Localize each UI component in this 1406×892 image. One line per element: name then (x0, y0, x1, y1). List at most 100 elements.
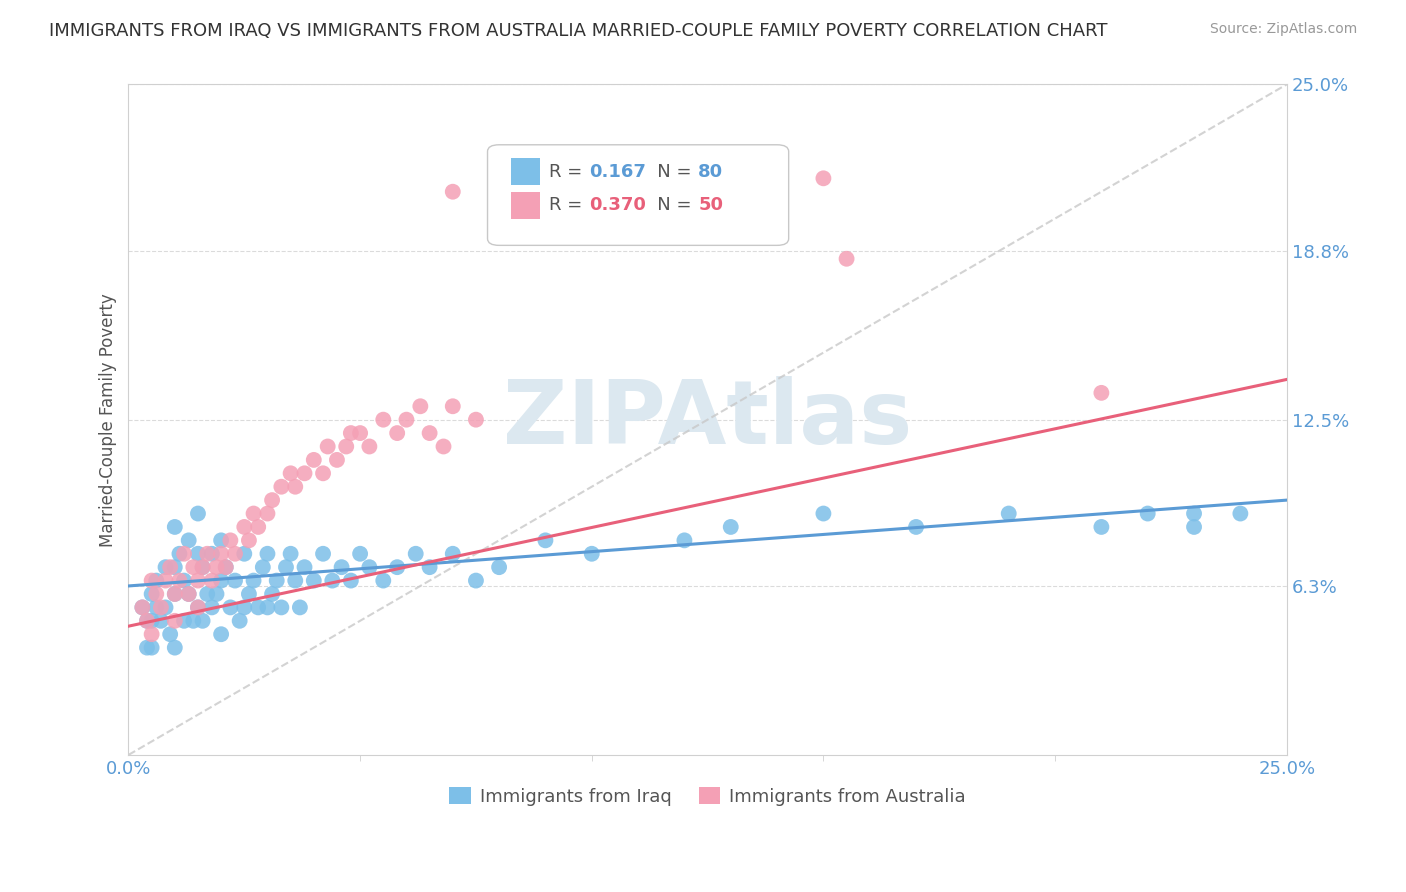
Point (405, 547, 427, 561)
Point (163, 614, 186, 628)
Point (163, 520, 186, 534)
Point (256, 507, 278, 521)
Point (145, 574, 167, 588)
Point (302, 453, 325, 467)
Point (224, 574, 246, 588)
Text: N =: N = (640, 196, 697, 214)
Point (201, 574, 224, 588)
Point (183, 560, 205, 574)
Point (294, 560, 316, 574)
Point (905, 520, 928, 534)
Point (191, 614, 214, 628)
Point (385, 560, 408, 574)
Point (262, 587, 284, 601)
Point (441, 185, 464, 199)
Y-axis label: Married-Couple Family Poverty: Married-Couple Family Poverty (100, 293, 117, 547)
Point (395, 412, 418, 426)
Point (219, 533, 242, 548)
Point (312, 547, 335, 561)
Point (141, 627, 163, 641)
Text: 0.370: 0.370 (589, 196, 647, 214)
Point (835, 252, 858, 266)
Point (385, 426, 408, 441)
Point (173, 614, 195, 628)
Point (169, 574, 191, 588)
Point (488, 560, 510, 574)
Point (233, 547, 256, 561)
Point (209, 574, 232, 588)
Text: 50: 50 (699, 196, 723, 214)
Point (262, 493, 284, 508)
Point (187, 574, 209, 588)
Point (720, 520, 742, 534)
Point (177, 587, 200, 601)
Text: R =: R = (548, 162, 593, 180)
Point (1182, 507, 1205, 521)
Point (191, 560, 214, 574)
Point (224, 547, 246, 561)
Point (215, 560, 238, 574)
Point (316, 440, 339, 454)
Point (288, 600, 311, 615)
Text: R =: R = (548, 196, 593, 214)
Point (145, 587, 167, 601)
Point (173, 547, 195, 561)
Point (141, 574, 163, 588)
Point (312, 467, 335, 481)
Point (359, 440, 381, 454)
Point (441, 399, 464, 413)
Point (280, 547, 302, 561)
Point (813, 171, 835, 186)
Point (228, 614, 250, 628)
Point (349, 426, 371, 441)
Point (284, 480, 307, 494)
Point (256, 547, 278, 561)
Point (136, 640, 159, 655)
Point (209, 627, 232, 641)
Point (201, 547, 224, 561)
Point (155, 574, 177, 588)
Point (302, 574, 325, 588)
Point (169, 547, 191, 561)
Legend: Immigrants from Iraq, Immigrants from Australia: Immigrants from Iraq, Immigrants from Au… (441, 780, 973, 813)
Point (159, 560, 181, 574)
Point (409, 399, 432, 413)
Point (163, 560, 186, 574)
Point (997, 507, 1019, 521)
Point (201, 600, 224, 615)
Point (187, 600, 209, 615)
Point (205, 587, 228, 601)
Point (219, 600, 242, 615)
Point (581, 547, 603, 561)
Point (141, 640, 163, 655)
Point (155, 560, 177, 574)
Point (274, 560, 297, 574)
Point (141, 614, 163, 628)
Point (149, 600, 172, 615)
Point (187, 507, 209, 521)
Point (145, 600, 167, 615)
Point (373, 412, 395, 426)
Point (340, 426, 363, 441)
Point (238, 587, 260, 601)
Point (441, 547, 464, 561)
Point (187, 600, 209, 615)
FancyBboxPatch shape (488, 145, 789, 245)
Point (270, 480, 292, 494)
Point (159, 627, 181, 641)
Point (326, 453, 349, 467)
Point (233, 600, 256, 615)
Point (1090, 385, 1112, 400)
Point (340, 574, 363, 588)
Point (141, 587, 163, 601)
Point (813, 507, 835, 521)
Point (195, 547, 218, 561)
Point (270, 600, 292, 615)
Point (177, 533, 200, 548)
Point (766, 171, 789, 186)
Point (534, 533, 557, 548)
Point (131, 600, 153, 615)
Point (280, 467, 302, 481)
Point (163, 587, 186, 601)
Point (209, 547, 232, 561)
